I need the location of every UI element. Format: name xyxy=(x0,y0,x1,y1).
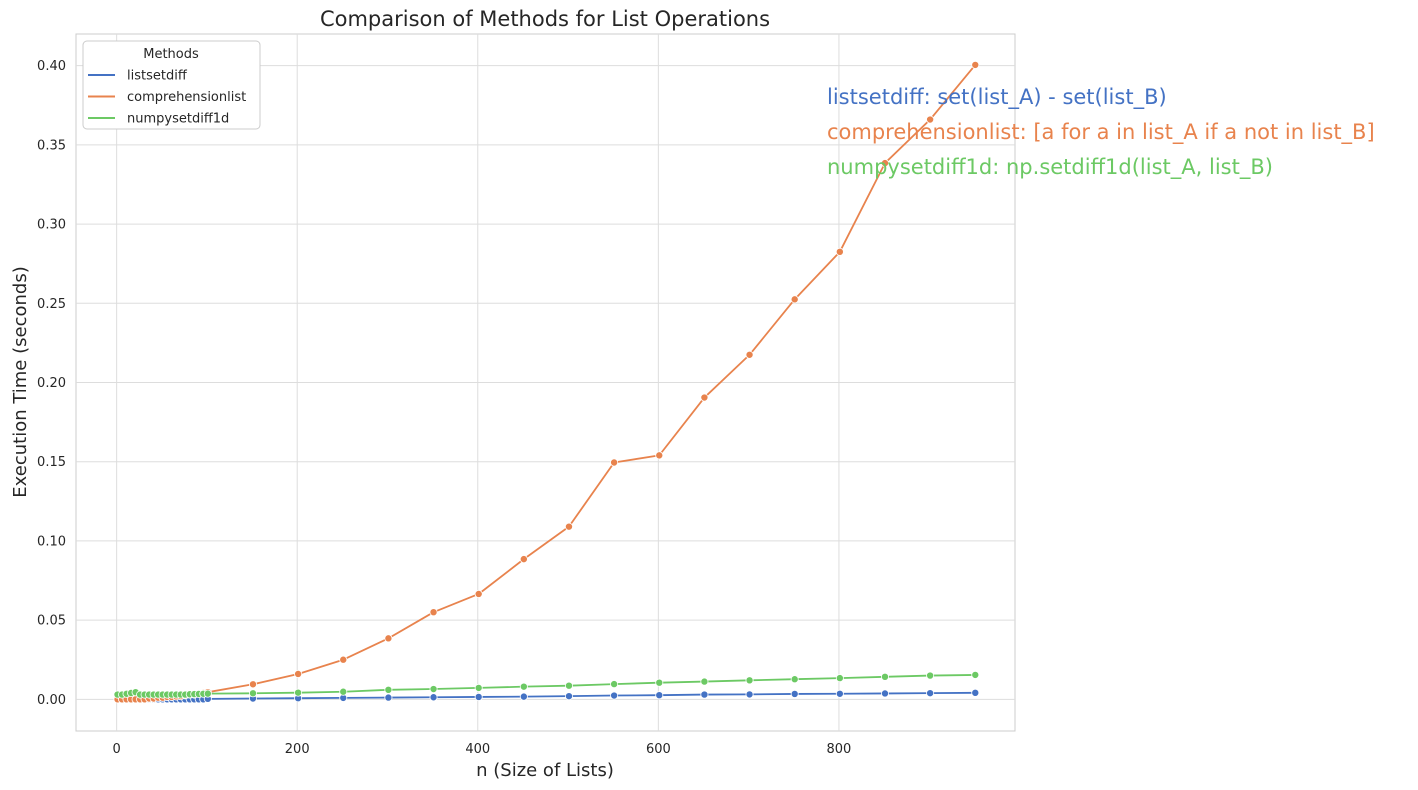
data-point-numpysetdiff1d xyxy=(248,689,257,698)
data-point-listsetdiff xyxy=(610,691,619,700)
data-point-comprehensionlist xyxy=(610,458,619,467)
data-point-numpysetdiff1d xyxy=(790,675,799,684)
series-numpysetdiff1d xyxy=(113,670,980,699)
method-annotation: comprehensionlist: [a for a in list_A if… xyxy=(827,120,1375,145)
x-axis-label: n (Size of Lists) xyxy=(476,760,614,781)
y-tick-label: 0.30 xyxy=(37,218,66,233)
x-tick-label: 800 xyxy=(827,742,852,757)
legend-box xyxy=(82,40,261,130)
x-tick-label: 400 xyxy=(465,742,490,757)
method-annotation: numpysetdiff1d: np.setdiff1d(list_A, lis… xyxy=(827,155,1273,180)
data-point-numpysetdiff1d xyxy=(294,688,303,697)
data-point-comprehensionlist xyxy=(384,634,393,643)
data-point-listsetdiff xyxy=(971,688,980,697)
data-point-numpysetdiff1d xyxy=(564,681,573,690)
data-point-comprehensionlist xyxy=(926,115,935,124)
data-point-listsetdiff xyxy=(835,689,844,698)
y-tick-label: 0.40 xyxy=(37,59,66,74)
legend-label-numpysetdiff1d: numpysetdiff1d xyxy=(127,112,229,127)
x-axis-ticks: 0 200 400 600 800 xyxy=(112,742,851,757)
legend-label-listsetdiff: listsetdiff xyxy=(127,69,188,84)
data-point-numpysetdiff1d xyxy=(835,674,844,683)
data-point-comprehensionlist xyxy=(294,669,303,678)
data-point-comprehensionlist xyxy=(655,451,664,460)
data-point-listsetdiff xyxy=(655,691,664,700)
y-tick-label: 0.00 xyxy=(37,693,66,708)
y-axis-label: Execution Time (seconds) xyxy=(10,266,31,497)
legend-label-comprehensionlist: comprehensionlist xyxy=(127,90,246,105)
data-point-comprehensionlist xyxy=(790,295,799,304)
data-point-listsetdiff xyxy=(474,692,483,701)
legend-title: Methods xyxy=(143,47,199,62)
data-point-numpysetdiff1d xyxy=(610,680,619,689)
data-point-numpysetdiff1d xyxy=(384,685,393,694)
y-tick-label: 0.10 xyxy=(37,534,66,549)
y-tick-label: 0.20 xyxy=(37,376,66,391)
x-tick-label: 600 xyxy=(646,742,671,757)
data-point-comprehensionlist xyxy=(519,555,528,564)
data-point-listsetdiff xyxy=(790,689,799,698)
data-point-comprehensionlist xyxy=(474,589,483,598)
x-tick-label: 0 xyxy=(112,742,120,757)
legend-items: listsetdiff comprehensionlist numpysetdiff… xyxy=(88,69,246,127)
legend: Methods listsetdiff comprehensionlist nump… xyxy=(82,40,261,130)
data-point-listsetdiff xyxy=(384,693,393,702)
data-point-comprehensionlist xyxy=(880,159,889,168)
data-point-comprehensionlist xyxy=(971,60,980,69)
data-point-numpysetdiff1d xyxy=(880,672,889,681)
data-point-listsetdiff xyxy=(429,693,438,702)
data-point-comprehensionlist xyxy=(339,655,348,664)
y-axis-ticks: 0.00 0.05 0.10 0.15 0.20 0.25 0.30 0.35 0.40 xyxy=(37,59,66,708)
data-point-comprehensionlist xyxy=(248,680,257,689)
data-point-numpysetdiff1d xyxy=(971,670,980,679)
data-point-numpysetdiff1d xyxy=(339,687,348,696)
data-point-numpysetdiff1d xyxy=(474,683,483,692)
series-layer xyxy=(113,60,980,704)
data-point-comprehensionlist xyxy=(835,247,844,256)
x-tick-label: 200 xyxy=(285,742,310,757)
y-tick-label: 0.25 xyxy=(37,297,66,312)
data-point-numpysetdiff1d xyxy=(203,689,212,698)
data-point-comprehensionlist xyxy=(564,522,573,531)
annotation-layer: listsetdiff: set(list_A) - set(list_B)co… xyxy=(827,85,1375,180)
data-point-listsetdiff xyxy=(700,690,709,699)
chart-title: Comparison of Methods for List Operation… xyxy=(320,7,770,31)
data-point-numpysetdiff1d xyxy=(519,682,528,691)
data-point-listsetdiff xyxy=(926,689,935,698)
data-point-numpysetdiff1d xyxy=(745,676,754,685)
y-tick-label: 0.35 xyxy=(37,138,66,153)
data-point-listsetdiff xyxy=(564,692,573,701)
data-point-numpysetdiff1d xyxy=(700,677,709,686)
method-annotation: listsetdiff: set(list_A) - set(list_B) xyxy=(827,85,1167,110)
data-point-listsetdiff xyxy=(880,689,889,698)
data-point-listsetdiff xyxy=(519,692,528,701)
data-point-comprehensionlist xyxy=(700,393,709,402)
data-point-numpysetdiff1d xyxy=(655,678,664,687)
data-point-numpysetdiff1d xyxy=(926,671,935,680)
data-point-listsetdiff xyxy=(745,690,754,699)
data-point-comprehensionlist xyxy=(745,350,754,359)
y-tick-label: 0.15 xyxy=(37,455,66,470)
y-tick-label: 0.05 xyxy=(37,614,66,629)
data-point-numpysetdiff1d xyxy=(429,685,438,694)
data-point-comprehensionlist xyxy=(429,608,438,617)
